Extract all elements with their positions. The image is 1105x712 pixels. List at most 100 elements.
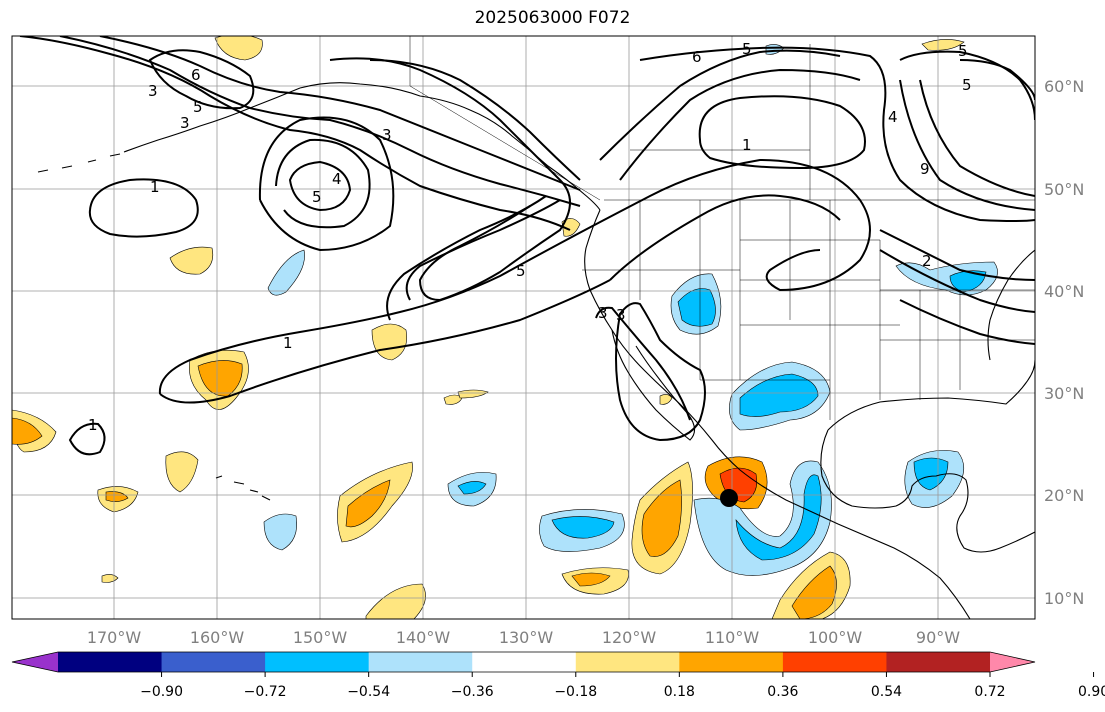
colorbar-bin — [161, 652, 266, 672]
lon-tick-label: 170°W — [87, 628, 142, 647]
contour-label: 3 — [148, 82, 158, 100]
anomaly-blob — [551, 516, 615, 539]
colorbar-tick-label: 0.18 — [664, 684, 695, 700]
colorbar-outline — [11, 651, 1036, 673]
colorbar-extend-low — [12, 652, 58, 672]
colorbar-tick-label: −0.90 — [140, 684, 183, 700]
latitude-labels: 60°N 50°N 40°N 30°N 20°N 10°N — [1044, 77, 1084, 608]
colorbar-tick-label: −0.36 — [451, 684, 494, 700]
colorbar-tick-label: 0.90 — [1078, 684, 1105, 700]
alaska-peninsula — [123, 87, 301, 153]
alaska-south-coast — [299, 82, 601, 211]
contour-line — [99, 36, 581, 191]
contour-line — [329, 57, 571, 302]
political-boundaries — [409, 36, 1035, 420]
lat-tick-label: 50°N — [1044, 180, 1084, 199]
anomaly-blob — [263, 513, 297, 551]
longitude-labels: 170°W 160°W 150°W 140°W 130°W 120°W 110°… — [87, 628, 960, 647]
positive-anomaly-shading — [12, 36, 965, 619]
contour-label: 9 — [920, 160, 930, 178]
contour-line — [698, 95, 866, 170]
anomaly-blob — [561, 218, 581, 237]
anomaly-blob — [921, 39, 965, 51]
anomaly-blob — [677, 288, 716, 327]
contour-line — [68, 422, 106, 456]
contour-line — [599, 49, 841, 161]
contour-line — [59, 36, 581, 207]
colorbar-bin — [886, 652, 991, 672]
contour-line — [405, 199, 561, 301]
colorbar-tick-label: 0.36 — [767, 684, 798, 700]
colorbar-bin — [575, 652, 680, 672]
anomaly-blob — [165, 451, 199, 493]
anomaly-blob — [105, 491, 129, 502]
colorbar-bin — [472, 652, 577, 672]
anomaly-blob — [267, 249, 305, 296]
contour-label: 5 — [193, 98, 203, 116]
contour-line — [88, 178, 199, 238]
lon-tick-label: 130°W — [499, 628, 554, 647]
contour-label: 3 — [616, 306, 626, 324]
contour-label: 1 — [283, 334, 293, 352]
anomaly-blob — [12, 417, 43, 445]
colorbar-bin — [265, 652, 370, 672]
contour-line — [19, 36, 571, 231]
colorbar-tick-label: 0.54 — [871, 684, 902, 700]
contour-line — [639, 46, 1035, 222]
map-panel — [12, 36, 1035, 619]
colorbar-extend-high — [990, 652, 1035, 672]
contour-line — [899, 299, 1035, 345]
contour-line — [158, 158, 871, 395]
contour-line — [148, 49, 255, 110]
contour-line — [959, 59, 1035, 101]
colorbar-bin — [58, 652, 163, 672]
contour-label: 3 — [598, 304, 608, 322]
contour-label: 3 — [180, 114, 190, 132]
lon-tick-label: 120°W — [602, 628, 657, 647]
contour-label: 1 — [150, 178, 160, 196]
contour-lines — [19, 36, 1035, 456]
lon-tick-label: 110°W — [705, 628, 760, 647]
colorbar-tick-label: −0.54 — [347, 684, 390, 700]
contour-line — [879, 229, 1035, 281]
anomaly-blob — [197, 360, 243, 397]
contour-line — [619, 68, 861, 181]
contour-label: 2 — [922, 252, 932, 270]
anomaly-blob — [365, 583, 426, 619]
contour-line — [369, 59, 581, 181]
colorbar-bin — [368, 652, 473, 672]
contour-line — [609, 194, 841, 281]
anomaly-blob — [791, 565, 837, 619]
anomaly-blob — [659, 394, 673, 405]
contour-label: 1 — [88, 416, 98, 434]
colorbar-bin — [782, 652, 887, 672]
lon-tick-label: 140°W — [396, 628, 451, 647]
lat-tick-label: 60°N — [1044, 77, 1084, 96]
contour-label: 6 — [692, 48, 702, 66]
center-marker — [720, 489, 738, 507]
anomaly-blob — [641, 479, 682, 557]
contour-line — [159, 279, 611, 404]
lon-tick-label: 150°W — [293, 628, 348, 647]
colorbar-tick-label: 0.72 — [974, 684, 1005, 700]
contour-line — [595, 306, 691, 421]
contour-line — [899, 79, 1035, 211]
contour-line — [899, 50, 1035, 121]
contour-label: 4 — [332, 170, 342, 188]
contour-label: 4 — [888, 108, 898, 126]
anomaly-blob — [345, 479, 391, 528]
anomaly-blob — [169, 246, 214, 275]
contour-line — [258, 116, 395, 252]
lat-tick-label: 40°N — [1044, 282, 1084, 301]
negative-anomaly-shading — [263, 44, 998, 576]
contour-line — [386, 195, 547, 321]
colorbar-tick-label: −0.72 — [244, 684, 287, 700]
contour-label: 5 — [742, 40, 752, 58]
contour-label: 5 — [958, 42, 968, 60]
hawaii-islands — [215, 475, 271, 501]
anomaly-blob — [735, 474, 822, 561]
anomaly-blob — [457, 481, 487, 495]
contour-label: 1 — [742, 136, 752, 154]
anomaly-blob — [214, 36, 263, 61]
